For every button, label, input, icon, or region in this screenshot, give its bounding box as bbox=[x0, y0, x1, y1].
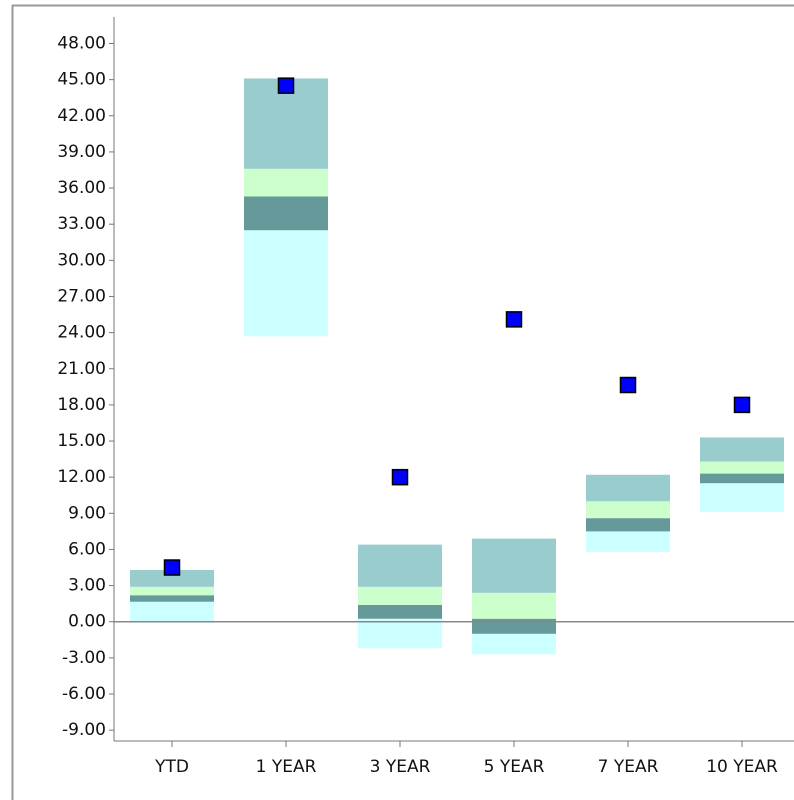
band bbox=[244, 168, 328, 197]
y-tick-label: -6.00 bbox=[62, 684, 106, 704]
x-tick-label: YTD bbox=[154, 757, 189, 777]
marker bbox=[733, 396, 751, 414]
band bbox=[586, 531, 670, 552]
x-tick-label: 3 YEAR bbox=[370, 757, 431, 777]
band bbox=[244, 230, 328, 337]
y-tick-label: -9.00 bbox=[62, 720, 106, 740]
band bbox=[130, 569, 214, 587]
band bbox=[358, 618, 442, 649]
y-tick-label: 9.00 bbox=[68, 503, 106, 523]
marker bbox=[505, 311, 523, 328]
band bbox=[130, 586, 214, 596]
band bbox=[358, 604, 442, 619]
y-tick-label: 6.00 bbox=[68, 539, 106, 559]
band bbox=[700, 473, 784, 484]
y-tick-label: 24.00 bbox=[57, 323, 106, 343]
band bbox=[700, 483, 784, 513]
band bbox=[130, 595, 214, 602]
y-tick-label: 12.00 bbox=[57, 467, 106, 487]
band bbox=[472, 633, 556, 655]
band bbox=[130, 601, 214, 622]
y-tick-label: 21.00 bbox=[57, 359, 106, 379]
y-tick-label: 30.00 bbox=[57, 250, 106, 270]
band bbox=[358, 586, 442, 605]
y-tick-label: 27.00 bbox=[57, 286, 106, 306]
y-tick-label: 3.00 bbox=[68, 576, 106, 596]
y-tick-label: 45.00 bbox=[57, 70, 106, 90]
marker bbox=[391, 468, 409, 486]
y-tick-label: -3.00 bbox=[62, 648, 106, 668]
band bbox=[700, 461, 784, 474]
y-tick-label: 18.00 bbox=[57, 395, 106, 415]
y-tick-label: 0.00 bbox=[68, 612, 106, 632]
marker bbox=[277, 77, 295, 94]
marker bbox=[163, 559, 181, 576]
band bbox=[586, 518, 670, 532]
band bbox=[586, 501, 670, 519]
band bbox=[700, 437, 784, 462]
y-tick-label: 39.00 bbox=[57, 142, 106, 162]
y-tick-label: 36.00 bbox=[57, 178, 106, 198]
band bbox=[472, 592, 556, 619]
marker bbox=[619, 376, 637, 394]
band bbox=[472, 538, 556, 593]
x-tick-label: 7 YEAR bbox=[598, 757, 659, 777]
x-tick-label: 10 YEAR bbox=[706, 757, 778, 777]
y-tick-label: 15.00 bbox=[57, 431, 106, 451]
band bbox=[358, 544, 442, 587]
y-tick-label: 33.00 bbox=[57, 214, 106, 234]
x-tick-label: 1 YEAR bbox=[256, 757, 317, 777]
band bbox=[586, 474, 670, 502]
x-tick-label: 5 YEAR bbox=[484, 757, 545, 777]
band bbox=[244, 196, 328, 231]
y-tick-label: 48.00 bbox=[57, 34, 106, 54]
band bbox=[472, 618, 556, 634]
y-tick-label: 42.00 bbox=[57, 106, 106, 126]
